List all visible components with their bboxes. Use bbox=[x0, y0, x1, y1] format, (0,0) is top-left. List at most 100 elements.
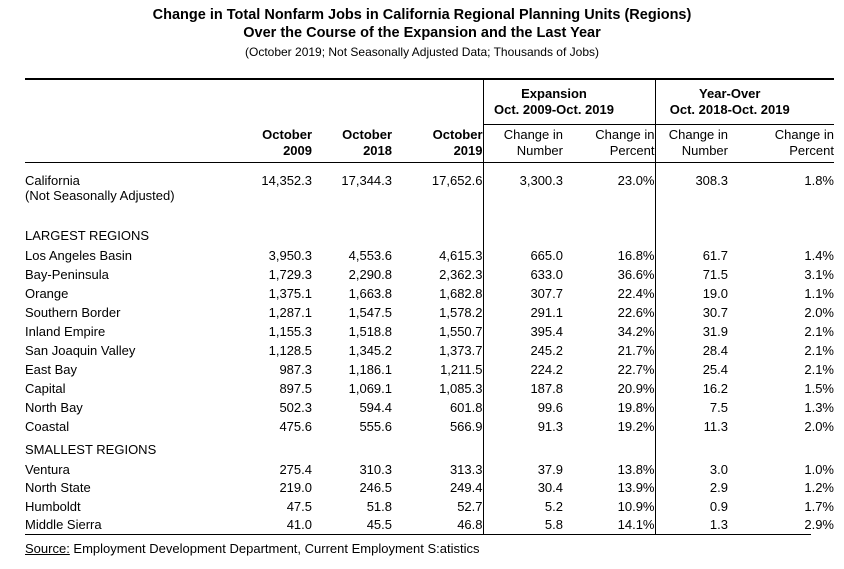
page-subtitle: Over the Course of the Expansion and the… bbox=[243, 25, 601, 41]
region-name-cell: Ventura bbox=[25, 461, 70, 477]
value-cell: 1,085.3 bbox=[439, 381, 483, 396]
value-cell: 3.0 bbox=[654, 460, 728, 479]
value-cell bbox=[312, 436, 392, 460]
region-name-cell: Inland Empire bbox=[25, 324, 106, 339]
year-over-group-range: Oct. 2018-Oct. 2019 bbox=[669, 101, 790, 117]
group-header-spacer bbox=[25, 79, 483, 124]
value-cell: 1.1% bbox=[804, 286, 834, 301]
value-cell: 219.0 bbox=[279, 480, 312, 496]
value-cell: 601.8 bbox=[449, 400, 483, 415]
value-cell: 19.8% bbox=[617, 400, 655, 415]
value-cell: 1,547.5 bbox=[348, 305, 392, 320]
value-cell: 249.4 bbox=[449, 480, 483, 496]
value-cell: 51.8 bbox=[366, 498, 392, 514]
value-cell: 1,682.8 bbox=[439, 286, 483, 301]
region-name-cell: Orange bbox=[25, 286, 69, 301]
value-cell: 1.3% bbox=[804, 400, 834, 415]
table-row: San Joaquin Valley 1,128.5 1,345.2 1,373.7 2… bbox=[25, 341, 834, 360]
value-cell: 2.9 bbox=[654, 478, 728, 497]
value-cell: 4,553.6 bbox=[348, 248, 392, 263]
value-cell: 36.6% bbox=[617, 267, 655, 282]
value-cell bbox=[728, 214, 834, 246]
value-cell: 1.3 bbox=[654, 515, 728, 534]
value-cell: 28.4 bbox=[654, 341, 728, 360]
value-cell: 17,652.6 bbox=[431, 172, 483, 188]
value-cell: 14,352.3 bbox=[261, 172, 312, 188]
value-cell: 4,615.3 bbox=[439, 248, 483, 263]
value-cell: 22.7% bbox=[617, 362, 655, 377]
value-cell: 13.8% bbox=[617, 461, 655, 477]
value-cell bbox=[235, 436, 312, 460]
table-row: North State 219.0 246.5 249.4 30.4 13.9% 2.9 1.… bbox=[25, 478, 834, 497]
value-cell bbox=[728, 436, 834, 460]
value-cell: 1,518.8 bbox=[348, 324, 392, 339]
value-cell: 2,290.8 bbox=[348, 267, 392, 282]
value-cell: 1,155.3 bbox=[268, 324, 312, 339]
value-cell: 16.2 bbox=[654, 379, 728, 398]
value-cell: 1,729.3 bbox=[268, 267, 312, 282]
value-cell: 25.4 bbox=[654, 360, 728, 379]
value-cell: 1,287.1 bbox=[268, 305, 312, 320]
value-cell: 5.2 bbox=[482, 497, 563, 516]
value-cell: 3.1% bbox=[804, 267, 834, 282]
value-cell bbox=[392, 214, 483, 246]
region-name-cell: Los Angeles Basin bbox=[25, 248, 132, 263]
value-cell: 34.2% bbox=[617, 324, 655, 339]
california-label: California bbox=[25, 172, 80, 188]
table-row: Orange 1,375.1 1,663.8 1,682.8 307.7 22.4% 19.… bbox=[25, 284, 834, 303]
region-name-cell: Humboldt bbox=[25, 498, 81, 514]
table-row: Bay-Peninsula 1,729.3 2,290.8 2,362.3 633.0 3… bbox=[25, 265, 834, 284]
year-over-group-header: Year-Over Oct. 2018-Oct. 2019 bbox=[654, 79, 834, 125]
title-block: Change in Total Nonfarm Jobs in Californ… bbox=[0, 6, 844, 60]
oct-2019-header: October 2019 bbox=[392, 124, 483, 163]
section-label-cell: SMALLEST REGIONS bbox=[25, 442, 157, 457]
value-cell: 246.5 bbox=[359, 480, 392, 496]
value-cell: 665.0 bbox=[482, 246, 563, 265]
value-cell: 47.5 bbox=[286, 498, 312, 514]
value-cell: 395.4 bbox=[482, 322, 563, 341]
table-row: Coastal 475.6 555.6 566.9 91.3 19.2% 11.3 2.0% bbox=[25, 417, 834, 436]
value-cell: 307.7 bbox=[482, 284, 563, 303]
region-name-cell: North Bay bbox=[25, 400, 83, 415]
section-header-row: LARGEST REGIONS bbox=[25, 214, 834, 246]
value-cell: 21.7% bbox=[617, 343, 655, 358]
value-cell bbox=[392, 436, 483, 460]
region-name-cell: Southern Border bbox=[25, 305, 121, 320]
value-cell: 1,373.7 bbox=[439, 343, 483, 358]
value-cell: 594.4 bbox=[359, 400, 392, 415]
value-cell: 1.7% bbox=[804, 498, 834, 514]
oct-2009-header: October 2009 bbox=[235, 124, 312, 163]
value-cell: 2,362.3 bbox=[439, 267, 483, 282]
yoy-change-number-header: Change in Number bbox=[654, 124, 728, 163]
california-label-note: (Not Seasonally Adjusted) bbox=[25, 187, 175, 203]
value-cell: 555.6 bbox=[359, 419, 392, 434]
value-cell: 1,211.5 bbox=[440, 362, 483, 377]
value-cell bbox=[312, 214, 392, 246]
region-name-cell: Bay-Peninsula bbox=[25, 267, 109, 282]
value-cell: 313.3 bbox=[449, 461, 483, 477]
value-cell: 2.1% bbox=[804, 362, 834, 377]
value-cell bbox=[563, 214, 655, 246]
value-cell: 1.8% bbox=[804, 172, 834, 188]
table-bottom-border bbox=[25, 534, 811, 535]
value-cell: 11.3 bbox=[654, 417, 728, 436]
value-cell: 3,300.3 bbox=[482, 162, 563, 214]
jobs-table: Expansion Oct. 2009-Oct. 2019 Year-Over … bbox=[25, 78, 834, 534]
value-cell: 22.6% bbox=[617, 305, 655, 320]
value-cell: 187.8 bbox=[482, 379, 563, 398]
value-cell: 275.4 bbox=[279, 461, 312, 477]
value-cell: 14.1% bbox=[617, 517, 655, 533]
table-row: Los Angeles Basin 3,950.3 4,553.6 4,615.3 66… bbox=[25, 246, 834, 265]
table-row: Southern Border 1,287.1 1,547.5 1,578.2 291.… bbox=[25, 303, 834, 322]
value-cell: 310.3 bbox=[359, 461, 392, 477]
table-row: East Bay 987.3 1,186.1 1,211.5 224.2 22.7% 25.… bbox=[25, 360, 834, 379]
value-cell: 13.9% bbox=[617, 480, 655, 496]
value-cell: 2.9% bbox=[804, 517, 834, 533]
value-cell: 1,069.1 bbox=[348, 381, 392, 396]
section-header-row: SMALLEST REGIONS bbox=[25, 436, 834, 460]
table-row: Middle Sierra 41.0 45.5 46.8 5.8 14.1% 1.3 2.9% bbox=[25, 515, 834, 534]
value-cell: 10.9% bbox=[617, 498, 655, 514]
value-cell: 16.8% bbox=[617, 248, 655, 263]
value-cell bbox=[563, 436, 655, 460]
region-name-cell: East Bay bbox=[25, 362, 78, 377]
